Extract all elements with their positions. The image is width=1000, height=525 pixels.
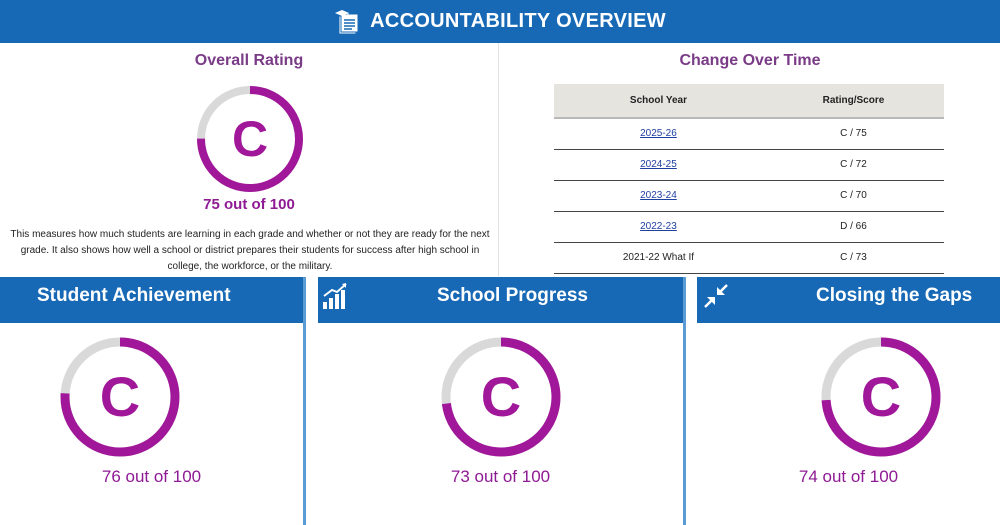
table-row: 2022-23 D / 66: [554, 211, 944, 243]
column-header-rating-score: Rating/Score: [762, 84, 944, 119]
closing-the-gaps-header: [697, 277, 1000, 323]
table-row: 2024-25 C / 72: [554, 149, 944, 181]
column-header-school-year: School Year: [554, 84, 763, 119]
change-over-time-section: Change Over Time School Year Rating/Scor…: [500, 43, 1000, 276]
student-achievement-grade-ring: C: [60, 337, 180, 457]
closing-the-gaps-panel: Closing the Gaps C 74 out of 100: [697, 277, 1000, 525]
change-over-time-title: Change Over Time: [679, 52, 821, 69]
overall-grade-ring: C: [197, 86, 303, 192]
year-link-2023-24[interactable]: 2023-24: [640, 190, 677, 201]
student-achievement-score: 76 out of 100: [101, 467, 202, 486]
overall-description: This measures how much students are lear…: [10, 229, 490, 272]
student-achievement-title: Student Achievement: [37, 285, 231, 306]
table-row: 2021-22 What If C / 73: [554, 242, 944, 274]
report-card-icon: [335, 9, 359, 34]
school-progress-grade-letter: C: [481, 365, 521, 428]
school-progress-panel: School Progress C 73 out of 100: [318, 277, 683, 525]
year-link-2024-25[interactable]: 2024-25: [640, 159, 677, 170]
closing-the-gaps-score: 74 out of 100: [798, 467, 899, 486]
panel-divider: [303, 277, 306, 525]
rating-cell: C / 70: [762, 180, 944, 212]
closing-the-gaps-title: Closing the Gaps: [816, 285, 973, 306]
year-link-2025-26[interactable]: 2025-26: [640, 128, 677, 140]
year-link-2022-23[interactable]: 2022-23: [640, 221, 677, 232]
overall-rating-title: Overall Rating: [194, 52, 304, 69]
rating-cell: C / 72: [762, 149, 944, 181]
table-row: 2025-26 C / 75: [554, 118, 944, 150]
page-title: ACCOUNTABILITY OVERVIEW: [370, 10, 666, 32]
year-cell-what-if: 2021-22 What If: [554, 242, 763, 274]
closing-the-gaps-grade-letter: C: [861, 365, 901, 428]
panel-divider: [683, 277, 686, 525]
school-progress-score: 73 out of 100: [450, 467, 551, 486]
page-header: ACCOUNTABILITY OVERVIEW: [0, 0, 1000, 43]
student-achievement-panel: Student Achievement C 76 out of 100: [0, 277, 303, 525]
overall-grade-letter: C: [232, 111, 268, 167]
school-progress-header: [318, 277, 683, 323]
growth-chart-icon: [323, 283, 347, 309]
overall-rating-section: Overall Rating C 75 out of 100 This meas…: [0, 43, 499, 276]
history-table: School Year Rating/Score 2025-26 C / 75 …: [554, 84, 944, 274]
overall-score: 75 out of 100: [203, 196, 295, 213]
rating-cell: D / 66: [762, 211, 944, 243]
closing-the-gaps-grade-ring: C: [821, 337, 941, 457]
compress-arrows-icon: [704, 284, 728, 308]
table-row: 2023-24 C / 70: [554, 180, 944, 212]
student-achievement-grade-letter: C: [100, 365, 140, 428]
rating-cell: C / 75: [762, 118, 944, 150]
student-achievement-header: [0, 277, 303, 323]
school-progress-grade-ring: C: [441, 337, 561, 457]
table-header-row: School Year Rating/Score: [554, 84, 944, 119]
school-progress-title: School Progress: [437, 285, 588, 306]
rating-cell: C / 73: [762, 242, 944, 274]
